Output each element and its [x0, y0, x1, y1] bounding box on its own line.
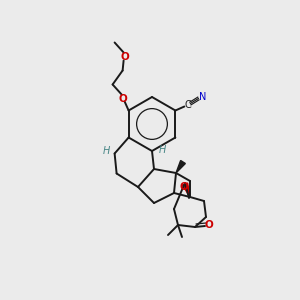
Text: O: O [120, 52, 129, 61]
Text: O: O [118, 94, 127, 103]
Text: C: C [184, 100, 191, 110]
Text: H: H [103, 146, 110, 157]
Text: O: O [180, 182, 188, 192]
Polygon shape [182, 183, 190, 197]
Text: N: N [199, 92, 206, 103]
Polygon shape [176, 160, 185, 173]
Text: H: H [158, 145, 166, 155]
Text: O: O [205, 220, 213, 230]
